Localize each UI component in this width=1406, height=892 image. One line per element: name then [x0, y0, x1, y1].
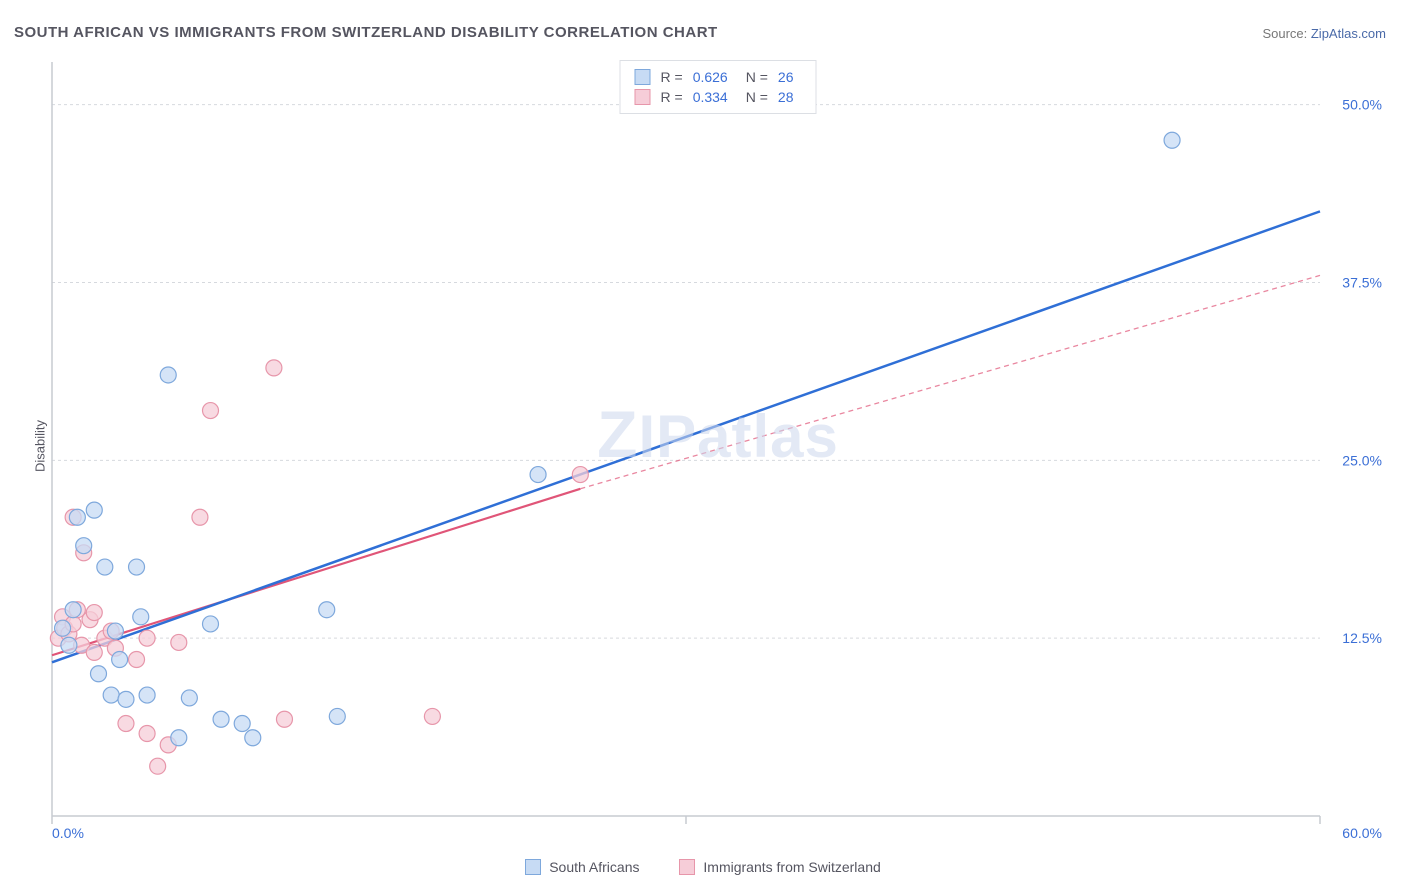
source-attribution: Source: ZipAtlas.com: [1262, 26, 1386, 41]
svg-text:37.5%: 37.5%: [1342, 275, 1382, 291]
legend-n-value: 28: [778, 89, 794, 105]
legend-r-value: 0.334: [693, 89, 728, 105]
source-value: ZipAtlas.com: [1311, 26, 1386, 41]
legend-r-value: 0.626: [693, 69, 728, 85]
legend-r-label: R =: [661, 69, 683, 85]
chart-area: 12.5%25.0%37.5%50.0% 0.0%60.0% ZIPatlas …: [46, 56, 1390, 844]
legend-series-label: South Africans: [549, 859, 639, 875]
legend-n-value: 26: [778, 69, 794, 85]
svg-text:60.0%: 60.0%: [1342, 825, 1382, 841]
legend-r-label: R =: [661, 89, 683, 105]
swatch-icon: [635, 89, 651, 105]
svg-text:0.0%: 0.0%: [52, 825, 84, 841]
swatch-icon: [635, 69, 651, 85]
legend-row: R = 0.334 N = 28: [635, 87, 802, 107]
chart-title: SOUTH AFRICAN VS IMMIGRANTS FROM SWITZER…: [14, 24, 718, 41]
svg-text:25.0%: 25.0%: [1342, 452, 1382, 468]
swatch-icon: [679, 859, 695, 875]
svg-text:12.5%: 12.5%: [1342, 630, 1382, 646]
legend-n-label: N =: [746, 69, 768, 85]
swatch-icon: [525, 859, 541, 875]
correlation-legend: R = 0.626 N = 26 R = 0.334 N = 28: [620, 60, 817, 114]
legend-n-label: N =: [746, 89, 768, 105]
legend-item: Immigrants from Switzerland: [679, 859, 880, 875]
legend-row: R = 0.626 N = 26: [635, 67, 802, 87]
scatter-plot: 12.5% 25.0% 37.5% 50.0% 0.0% 60.0%: [46, 56, 1390, 844]
legend-series-label: Immigrants from Switzerland: [703, 859, 880, 875]
legend-item: South Africans: [525, 859, 639, 875]
svg-text:50.0%: 50.0%: [1342, 97, 1382, 113]
source-label: Source:: [1262, 26, 1310, 41]
series-legend: South Africans Immigrants from Switzerla…: [0, 859, 1406, 878]
